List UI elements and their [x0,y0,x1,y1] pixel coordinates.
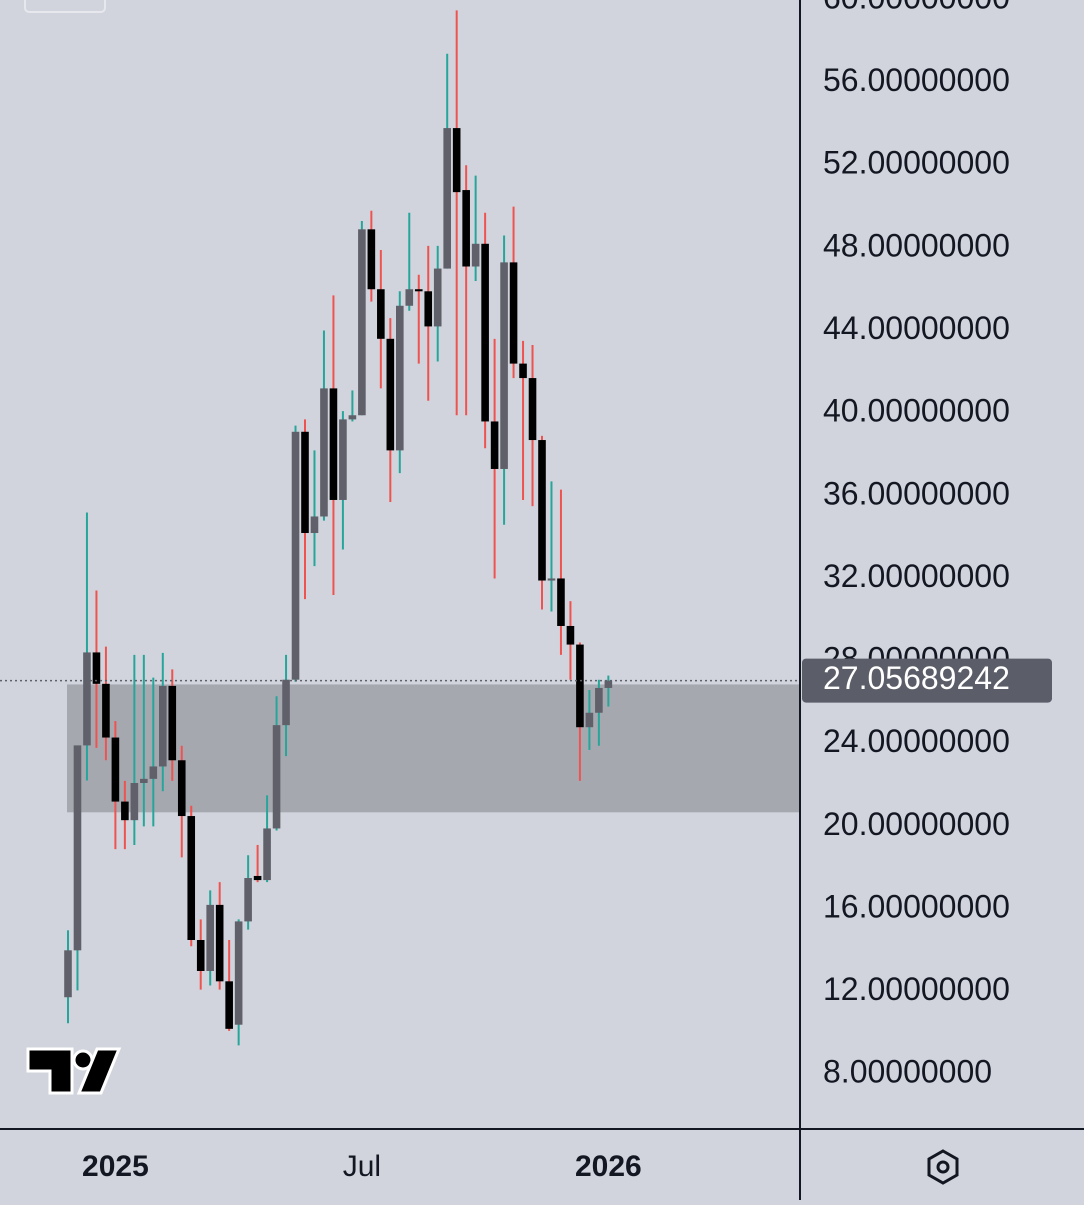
candle-body [111,737,120,802]
candle-body [187,816,196,940]
candle-body [424,291,433,327]
candle-body [348,415,357,420]
candle-body [358,229,366,416]
candle-body [282,679,290,726]
y-tick-label: 36.00000000 [823,475,1010,511]
candle-body [547,578,556,581]
x-tick-label: Jul [343,1150,381,1183]
candle-body [509,262,518,364]
candle-body [386,338,395,451]
candle-body [225,981,233,1029]
candle-body [253,875,262,881]
candle-body [585,712,594,728]
candle-body [471,243,480,267]
last-price-badge [802,658,1052,703]
tradingview-logo [26,1047,122,1095]
candle-body [234,921,243,1025]
candle-body [244,878,252,922]
candle-body [538,440,546,581]
candle-body [452,128,461,193]
candle-body [367,229,376,290]
candle-body [73,745,82,951]
candle-body [462,190,470,267]
candle-body [196,940,205,971]
candle-body [130,782,139,821]
candle-body [414,289,423,292]
y-tick-label: 20.00000000 [823,806,1010,842]
candle-body [263,828,271,881]
candle-body [576,644,584,728]
candle-body [140,778,148,783]
y-tick-label: 40.00000000 [823,393,1010,429]
plot-area [0,10,800,1046]
settings-icon-center [936,1160,950,1174]
candle-body [500,262,508,469]
candle-body [64,950,72,998]
candle-body [528,378,537,441]
candle-body [121,801,129,821]
y-tick-label: 60.00000000 [823,0,1010,15]
candle-body [92,652,101,684]
candle-body [566,625,575,645]
candle-body [83,652,91,746]
candle-body [396,305,404,451]
candle-body [329,388,338,500]
candle-body [490,421,499,469]
y-tick-label: 24.00000000 [823,723,1010,759]
candle-body [159,685,167,767]
last-price-label: 27.05689242 [823,660,1010,696]
y-tick-label: 8.00000000 [823,1054,992,1090]
y-tick-label: 12.00000000 [823,971,1010,1007]
candle-body [168,685,177,761]
candle-body [481,243,489,422]
y-tick-label: 16.00000000 [823,888,1010,924]
y-tick-label: 56.00000000 [823,62,1010,98]
candle-body [557,578,565,626]
candle-body [291,431,300,680]
y-tick-label: 32.00000000 [823,558,1010,594]
candle-body [595,687,603,713]
candle-body [377,289,385,339]
candle-body [102,683,110,738]
candle-body [433,268,442,327]
x-tick-label: 2026 [575,1150,642,1183]
candle-body [215,904,224,982]
candle-body [177,760,186,817]
candle-body [443,128,451,269]
candle-body [604,680,613,688]
candle-body [272,725,281,829]
candle-body [206,904,214,971]
candle-body [149,766,158,779]
y-tick-label: 44.00000000 [823,310,1010,346]
y-tick-label: 52.00000000 [823,145,1010,181]
candle-body [519,363,527,379]
candle-body [339,419,347,500]
candle-body [301,431,309,534]
candle-body [320,388,328,517]
settings-icon[interactable] [927,1149,959,1185]
candle-body [310,516,319,534]
toolbar-button[interactable] [24,0,106,13]
x-tick-label: 2025 [82,1150,149,1183]
y-tick-label: 48.00000000 [823,227,1010,263]
candle-body [405,289,414,306]
support-zone [67,684,800,813]
